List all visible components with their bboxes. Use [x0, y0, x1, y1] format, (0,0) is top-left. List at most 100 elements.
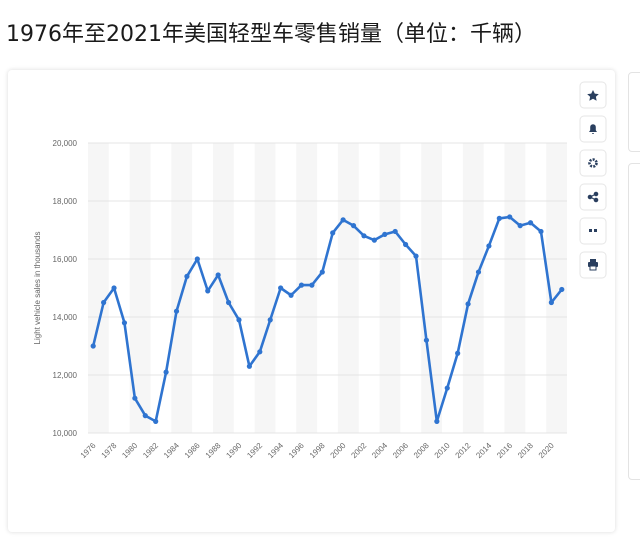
x-tick-label: 1986	[183, 441, 202, 460]
y-tick-label: 14,000	[53, 313, 78, 322]
data-point	[278, 285, 284, 291]
bell-icon	[589, 124, 597, 134]
column-stripe	[88, 143, 109, 433]
data-point	[257, 349, 263, 355]
x-tick-label: 2004	[370, 441, 389, 460]
x-tick-label: 2020	[537, 441, 556, 460]
data-point	[194, 256, 200, 262]
data-point	[548, 299, 554, 306]
y-tick-label: 12,000	[53, 371, 78, 380]
data-point	[527, 220, 534, 226]
data-point	[507, 214, 513, 220]
data-point	[121, 320, 128, 326]
data-point	[423, 337, 430, 343]
x-tick-label: 1976	[79, 441, 98, 460]
side-panel	[628, 72, 640, 152]
data-point	[205, 288, 211, 294]
data-point	[559, 286, 565, 293]
data-point	[517, 223, 523, 229]
x-tick-label: 2010	[433, 441, 452, 460]
column-stripe	[296, 143, 318, 433]
data-point	[382, 231, 388, 237]
data-point	[267, 317, 273, 323]
column-stripe	[129, 143, 151, 433]
y-axis-title: Light vehicle sales in thousands	[33, 232, 42, 345]
data-point	[173, 308, 180, 314]
data-point	[361, 233, 367, 239]
x-tick-label: 1996	[287, 441, 306, 460]
x-tick-label: 1994	[266, 441, 285, 460]
data-point	[444, 385, 450, 391]
data-point	[330, 230, 336, 236]
star-icon	[587, 90, 599, 101]
y-tick-label: 20,000	[53, 139, 78, 148]
quote-icon	[589, 229, 597, 232]
x-tick-label: 1988	[204, 441, 223, 460]
x-tick-label: 1978	[99, 441, 118, 460]
data-point	[402, 241, 409, 248]
data-point	[225, 299, 232, 306]
data-point	[392, 228, 398, 235]
data-point	[309, 282, 315, 288]
share-icon	[587, 191, 599, 203]
data-point	[246, 363, 253, 369]
data-point	[475, 269, 482, 275]
x-tick-label: 1982	[141, 441, 160, 460]
column-stripe	[379, 143, 401, 433]
data-point	[298, 282, 305, 288]
data-point	[153, 418, 159, 424]
data-point	[486, 243, 492, 249]
y-tick-label: 16,000	[53, 255, 78, 264]
data-point	[319, 269, 325, 275]
x-tick-label: 2018	[516, 441, 535, 460]
data-point	[434, 418, 440, 424]
column-stripe	[504, 143, 526, 433]
x-tick-label: 1992	[245, 441, 264, 460]
data-point	[340, 217, 346, 223]
x-tick-label: 2014	[474, 441, 493, 460]
x-tick-label: 2000	[329, 441, 348, 460]
data-point	[465, 301, 471, 307]
x-tick-label: 2008	[412, 441, 431, 460]
page-title: 1976年至2021年美国轻型车零售销量（单位：千辆）	[6, 22, 536, 47]
data-point	[538, 228, 544, 235]
column-stripe	[337, 143, 359, 433]
data-point	[236, 317, 242, 323]
data-point	[413, 253, 419, 259]
data-point	[288, 292, 294, 298]
x-tick-label: 1998	[308, 441, 327, 460]
data-point	[111, 285, 117, 291]
data-point	[132, 395, 138, 401]
settings-button[interactable]	[579, 149, 607, 177]
data-point	[371, 237, 377, 243]
cite-button[interactable]	[579, 217, 607, 245]
gear-icon	[588, 158, 598, 168]
x-tick-label: 2016	[495, 441, 514, 460]
data-point	[455, 350, 461, 356]
share-button[interactable]	[579, 183, 607, 211]
x-tick-label: 2002	[349, 441, 368, 460]
side-panel	[628, 163, 640, 480]
y-tick-label: 10,000	[53, 429, 78, 438]
y-tick-label: 18,000	[53, 197, 78, 206]
x-tick-label: 1990	[224, 441, 243, 460]
column-stripe	[171, 143, 193, 433]
x-tick-label: 2006	[391, 441, 410, 460]
plot-area: 10,000 12,000 14,000 16,000 18,000 20,000 1976…	[53, 139, 567, 460]
data-point	[350, 223, 357, 229]
toolbar	[579, 81, 607, 279]
data-point	[163, 369, 169, 375]
x-tick-label: 2012	[454, 441, 473, 460]
data-point	[101, 299, 107, 306]
column-stripe	[421, 143, 443, 433]
column-stripe	[254, 143, 276, 433]
data-point	[142, 413, 148, 419]
data-point	[184, 273, 190, 279]
data-point	[90, 343, 96, 349]
print-icon	[588, 259, 598, 271]
column-stripe	[546, 143, 567, 433]
data-point	[496, 215, 502, 221]
